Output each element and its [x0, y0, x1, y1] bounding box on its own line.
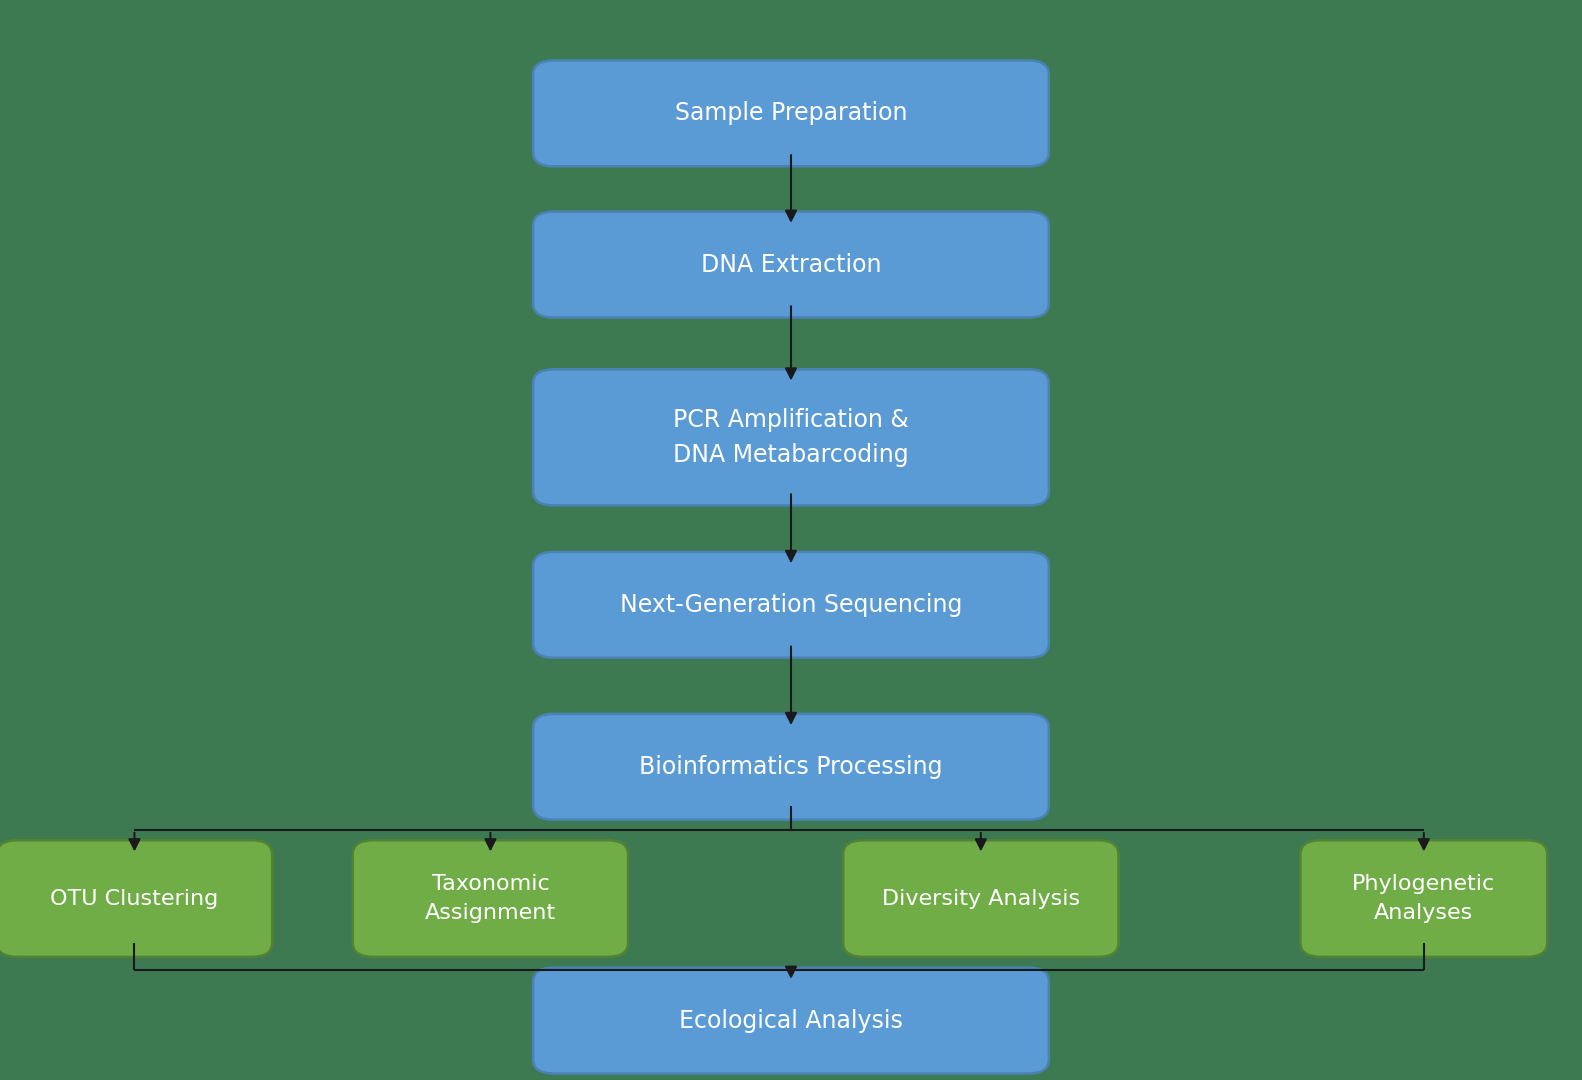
FancyBboxPatch shape — [533, 714, 1049, 820]
FancyBboxPatch shape — [533, 60, 1049, 166]
FancyBboxPatch shape — [0, 840, 272, 957]
FancyBboxPatch shape — [533, 552, 1049, 658]
Text: DNA Extraction: DNA Extraction — [701, 253, 881, 276]
Text: Diversity Analysis: Diversity Analysis — [881, 889, 1081, 908]
FancyBboxPatch shape — [533, 212, 1049, 318]
Text: Sample Preparation: Sample Preparation — [676, 102, 906, 125]
FancyBboxPatch shape — [533, 369, 1049, 505]
FancyBboxPatch shape — [1300, 840, 1547, 957]
Text: Next-Generation Sequencing: Next-Generation Sequencing — [620, 593, 962, 617]
Text: OTU Clustering: OTU Clustering — [51, 889, 218, 908]
Text: PCR Amplification &
DNA Metabarcoding: PCR Amplification & DNA Metabarcoding — [672, 407, 910, 467]
Text: Phylogenetic
Analyses: Phylogenetic Analyses — [1353, 874, 1495, 923]
Text: Taxonomic
Assignment: Taxonomic Assignment — [426, 874, 555, 923]
FancyBboxPatch shape — [843, 840, 1118, 957]
FancyBboxPatch shape — [353, 840, 628, 957]
FancyBboxPatch shape — [533, 968, 1049, 1074]
Text: Ecological Analysis: Ecological Analysis — [679, 1009, 903, 1032]
Text: Bioinformatics Processing: Bioinformatics Processing — [639, 755, 943, 779]
